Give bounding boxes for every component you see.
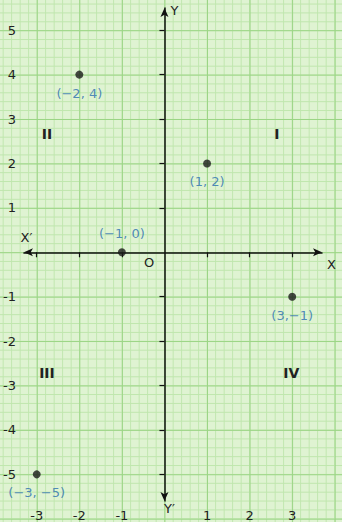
svg-text:(1, 2): (1, 2) <box>190 174 225 189</box>
svg-text:X: X <box>327 257 336 272</box>
svg-text:-4: -4 <box>3 422 16 437</box>
svg-text:III: III <box>39 365 55 381</box>
svg-text:-5: -5 <box>3 467 16 482</box>
svg-text:I: I <box>274 126 279 142</box>
svg-text:-2: -2 <box>73 508 86 522</box>
svg-text:(−1, 0): (−1, 0) <box>99 226 145 241</box>
svg-text:2: 2 <box>8 156 16 171</box>
svg-text:-3: -3 <box>30 508 43 522</box>
svg-text:-1: -1 <box>3 289 16 304</box>
svg-text:IV: IV <box>283 365 299 381</box>
svg-text:-1: -1 <box>115 508 128 522</box>
svg-text:3: 3 <box>288 508 296 522</box>
svg-text:4: 4 <box>8 67 16 82</box>
svg-text:1: 1 <box>203 508 211 522</box>
svg-text:(3,−1): (3,−1) <box>271 308 313 323</box>
svg-text:Y: Y <box>169 3 178 18</box>
svg-text:Y′: Y′ <box>163 501 175 516</box>
svg-text:3: 3 <box>8 112 16 127</box>
svg-text:(−2, 4): (−2, 4) <box>56 86 102 101</box>
svg-text:X′: X′ <box>21 230 33 245</box>
svg-text:-3: -3 <box>3 378 16 393</box>
svg-text:(−3, −5): (−3, −5) <box>8 485 65 500</box>
svg-text:-2: -2 <box>3 334 16 349</box>
svg-text:1: 1 <box>8 200 16 215</box>
svg-text:5: 5 <box>8 23 16 38</box>
svg-text:2: 2 <box>245 508 253 522</box>
svg-text:II: II <box>42 126 52 142</box>
svg-text:O: O <box>144 255 154 270</box>
